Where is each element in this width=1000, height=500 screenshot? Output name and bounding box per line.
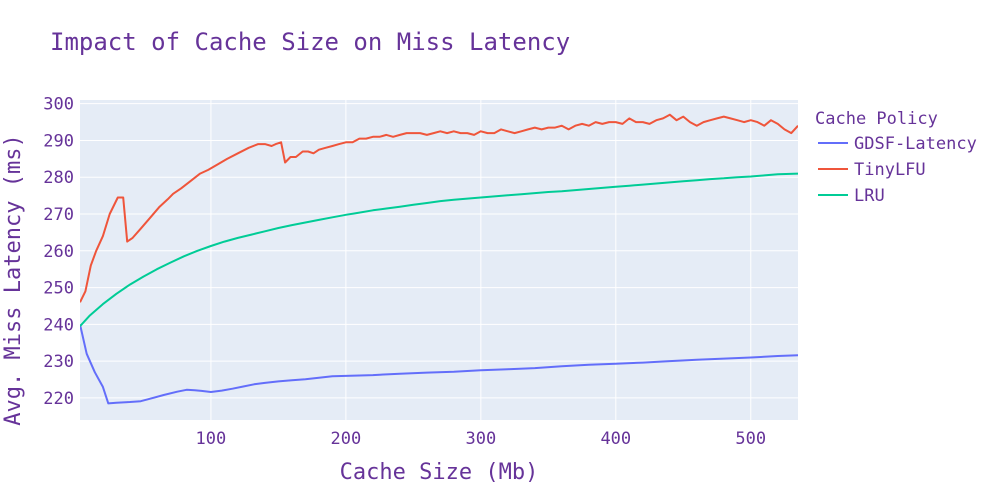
- y-tick-label: 230: [43, 352, 74, 372]
- y-tick-label: 240: [43, 315, 74, 335]
- y-tick-label: 290: [43, 131, 74, 151]
- y-tick-label: 260: [43, 242, 74, 262]
- y-tick-label: 280: [43, 168, 74, 188]
- plot-area: [80, 100, 798, 420]
- series-line-tinylfu: [80, 113, 798, 303]
- legend-label: LRU: [854, 186, 885, 206]
- y-axis-ticks: 220 230 240 250 260 270 280 290 300: [43, 95, 74, 409]
- y-tick-label: 250: [43, 279, 74, 299]
- legend-label: GDSF-Latency: [854, 134, 977, 154]
- y-axis-title: Avg. Miss Latency (ms): [1, 134, 26, 425]
- x-tick-label: 100: [196, 429, 227, 449]
- chart-title: Impact of Cache Size on Miss Latency: [50, 28, 570, 56]
- legend-title: Cache Policy: [815, 109, 938, 129]
- y-tick-label: 220: [43, 389, 74, 409]
- legend-item-lru[interactable]: LRU: [818, 186, 885, 206]
- legend-item-tinylfu[interactable]: TinyLFU: [818, 160, 926, 180]
- x-tick-label: 200: [331, 429, 362, 449]
- legend-item-gdsf-latency[interactable]: GDSF-Latency: [818, 134, 977, 154]
- y-tick-label: 270: [43, 205, 74, 225]
- series-line-lru: [80, 172, 798, 327]
- x-axis-title: Cache Size (Mb): [340, 460, 539, 485]
- x-tick-label: 400: [600, 429, 631, 449]
- series-line-gdsf-latency: [80, 324, 798, 405]
- legend[interactable]: Cache Policy GDSF-Latency TinyLFU LRU: [815, 109, 977, 206]
- series-layer: [80, 113, 798, 405]
- x-tick-label: 300: [465, 429, 496, 449]
- x-tick-label: 500: [735, 429, 766, 449]
- x-axis-ticks: 100 200 300 400 500: [196, 429, 767, 449]
- legend-label: TinyLFU: [854, 160, 926, 180]
- y-tick-label: 300: [43, 95, 74, 115]
